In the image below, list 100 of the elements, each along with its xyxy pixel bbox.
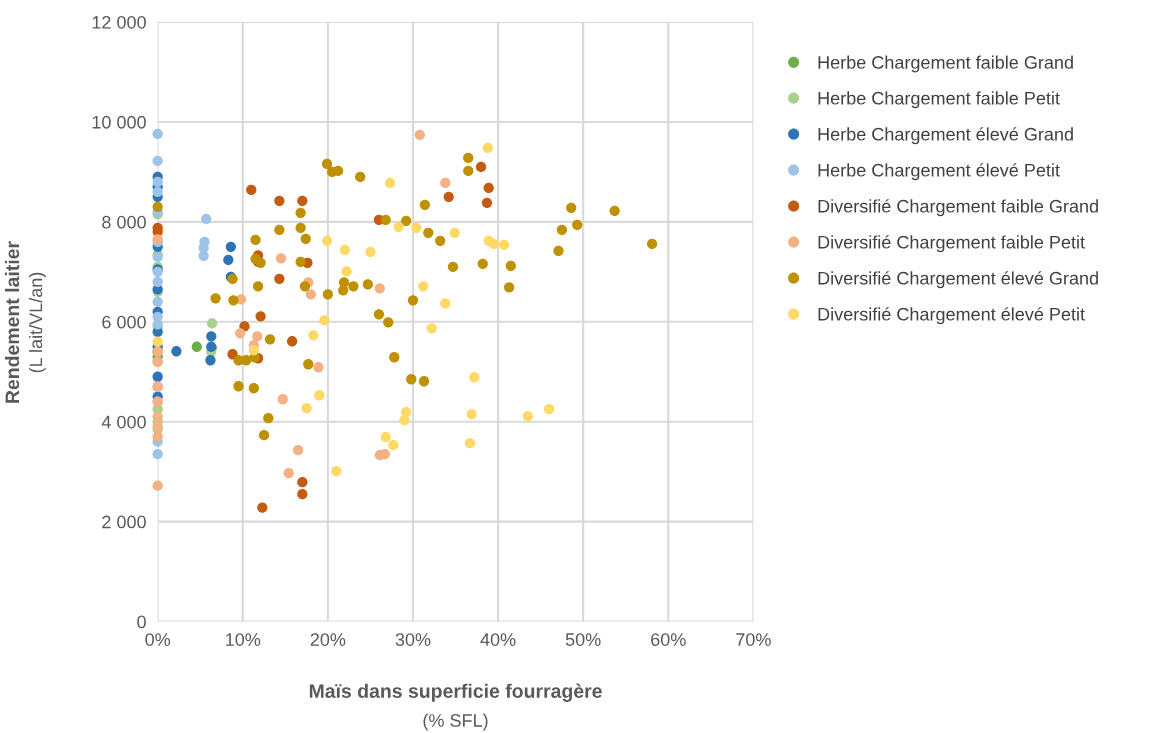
point (475, 161, 487, 173)
point (388, 440, 399, 451)
point (355, 171, 366, 183)
point (201, 213, 212, 225)
point (283, 468, 294, 479)
point (305, 289, 316, 300)
point (152, 276, 163, 287)
y-tick-label: 0 (137, 615, 146, 629)
point (303, 359, 314, 370)
point (152, 186, 163, 198)
point (418, 376, 430, 387)
point (418, 281, 429, 292)
point (152, 336, 163, 347)
point (252, 331, 263, 342)
point (399, 415, 410, 426)
point (235, 328, 246, 339)
point (646, 238, 658, 249)
point (477, 258, 488, 269)
point (205, 355, 216, 366)
point (152, 296, 163, 307)
legend-label: Diversifié Chargement faible Petit (818, 235, 1085, 253)
point (440, 177, 451, 189)
point (503, 282, 515, 293)
y-tick-label: 4 000 (101, 415, 146, 429)
point (426, 323, 437, 334)
point (389, 352, 400, 363)
legend-label: Diversifié Chargement faible Grand (818, 199, 1098, 217)
point (152, 128, 163, 140)
point (443, 191, 454, 203)
point (483, 182, 494, 194)
point (295, 256, 306, 267)
point (440, 298, 451, 309)
legend-label: Herbe Chargement élevé Petit (818, 163, 1060, 181)
point (286, 336, 298, 347)
point (301, 403, 312, 414)
point (171, 346, 182, 357)
x-axis-title: Maïs dans superficie fourragère (% SFL) (309, 683, 602, 731)
point (233, 355, 244, 366)
point (210, 293, 221, 304)
point (419, 199, 431, 211)
point (252, 281, 264, 292)
point (522, 411, 533, 422)
point (383, 317, 394, 328)
point (300, 233, 311, 244)
point (414, 129, 425, 141)
point (152, 411, 163, 422)
point (365, 246, 376, 257)
point (297, 195, 308, 207)
point (274, 195, 285, 207)
point (331, 466, 342, 477)
point (488, 238, 499, 249)
point (319, 315, 330, 326)
point (152, 155, 163, 167)
point (469, 372, 480, 383)
point (152, 176, 163, 188)
point (274, 224, 285, 235)
x-tick-label: 30% (395, 633, 431, 646)
point (277, 394, 288, 405)
point (373, 309, 385, 320)
point (308, 330, 319, 341)
point (152, 431, 163, 442)
legend-label: Herbe Chargement faible Grand (818, 55, 1073, 73)
point (463, 165, 474, 177)
point (449, 227, 460, 238)
point (553, 245, 564, 256)
point (384, 177, 396, 189)
point (435, 235, 446, 246)
point (463, 152, 474, 164)
point (321, 235, 333, 246)
point (407, 295, 419, 306)
x-tick-label: 20% (310, 633, 346, 646)
legend-label: Herbe Chargement faible Petit (818, 91, 1060, 109)
point (498, 239, 510, 250)
point (423, 227, 434, 238)
point (543, 404, 555, 415)
x-tick-label: 0% (145, 633, 171, 646)
point (609, 205, 620, 217)
point (292, 445, 304, 456)
y-tick-label: 2 000 (102, 515, 146, 529)
point (380, 214, 391, 226)
y-tick-label: 10 000 (92, 115, 146, 129)
point (206, 331, 217, 342)
point (341, 266, 352, 277)
point (248, 345, 259, 356)
point (255, 311, 266, 322)
point (339, 244, 351, 255)
point (275, 253, 287, 264)
y-tick-label: 6 000 (102, 315, 146, 329)
point (464, 438, 476, 449)
point (295, 222, 306, 233)
point (505, 260, 516, 271)
point (348, 281, 359, 292)
point (233, 381, 244, 392)
x-tick-label: 70% (736, 633, 771, 646)
legend-label: Herbe Chargement élevé Grand (818, 127, 1073, 145)
point (466, 409, 477, 420)
point (257, 502, 268, 513)
point (362, 279, 374, 290)
point (248, 383, 259, 394)
x-tick-label: 50% (565, 633, 601, 646)
